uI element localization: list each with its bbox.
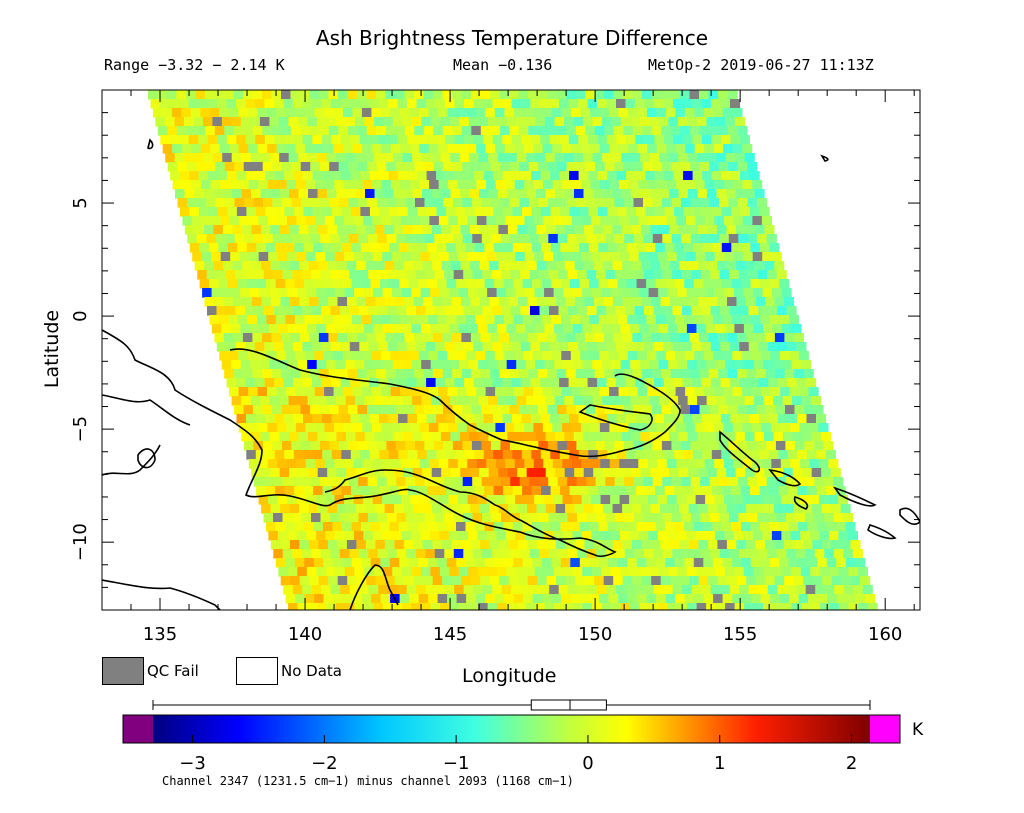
colorbar-tick-label: −2 bbox=[311, 753, 338, 774]
plot-frame bbox=[101, 89, 921, 611]
no-data-swatch bbox=[236, 657, 278, 685]
colorbar-gradient bbox=[153, 715, 870, 743]
x-tick-labels: 135 140 145 150 155 160 bbox=[143, 624, 903, 645]
y-tick-label: 0 bbox=[70, 310, 91, 321]
colorbar-under-swatch bbox=[123, 715, 153, 743]
x-tick-label: 140 bbox=[288, 624, 322, 645]
no-data-label: No Data bbox=[281, 662, 342, 680]
y-tick-label: −10 bbox=[70, 523, 91, 561]
colorbar-tick-label: 1 bbox=[714, 753, 725, 774]
colorbar-tick-label: 2 bbox=[846, 753, 857, 774]
y-tick-label: −5 bbox=[70, 416, 91, 443]
colorbar-tick-label: −3 bbox=[179, 753, 206, 774]
x-tick-label: 145 bbox=[433, 624, 467, 645]
swath-layer bbox=[148, 90, 878, 610]
range-readout: Range −3.32 − 2.14 K bbox=[104, 56, 285, 74]
qc-fail-swatch bbox=[102, 657, 144, 685]
mean-readout: Mean −0.136 bbox=[453, 56, 553, 74]
plot-title: Ash Brightness Temperature Difference bbox=[315, 26, 709, 50]
x-tick-label: 135 bbox=[143, 624, 177, 645]
colorbar-tick-label: 0 bbox=[582, 753, 593, 774]
x-tick-label: 150 bbox=[578, 624, 612, 645]
y-tick-label: 5 bbox=[70, 197, 91, 208]
satellite-timestamp: MetOp-2 2019-06-27 11:13Z bbox=[648, 56, 874, 74]
colorbar-tick-label: −1 bbox=[443, 753, 470, 774]
y-axis-label: Latitude bbox=[41, 309, 63, 389]
coastline-layer bbox=[102, 138, 920, 610]
colorbar-over-swatch bbox=[870, 715, 900, 743]
qc-fail-label: QC Fail bbox=[147, 662, 199, 680]
axis-ticks bbox=[102, 90, 920, 611]
colorbar-unit: K bbox=[912, 720, 924, 740]
x-tick-label: 160 bbox=[868, 624, 902, 645]
x-axis-label: Longitude bbox=[462, 665, 557, 687]
channel-footnote: Channel 2347 (1231.5 cm−1) minus channel… bbox=[162, 774, 574, 788]
colorbar: −3 −2 −1 0 1 2 bbox=[122, 699, 901, 774]
y-tick-labels: 5 0 −5 −10 bbox=[70, 197, 91, 561]
mean-box bbox=[530, 699, 607, 711]
x-tick-label: 155 bbox=[723, 624, 757, 645]
